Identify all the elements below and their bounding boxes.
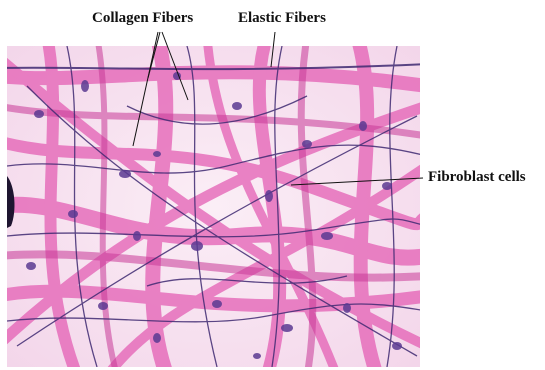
nucleus xyxy=(173,72,181,80)
nucleus xyxy=(153,333,161,343)
fibroblast-nuclei xyxy=(26,72,402,359)
nucleus xyxy=(153,151,161,157)
elastic-fiber xyxy=(26,85,418,357)
nucleus xyxy=(359,121,367,131)
nucleus xyxy=(81,80,89,92)
nucleus xyxy=(34,110,44,118)
nucleus xyxy=(212,300,222,308)
elastic-fiber xyxy=(7,303,420,323)
elastic-fiber xyxy=(271,46,283,367)
nucleus xyxy=(302,140,312,148)
nucleus xyxy=(119,170,131,178)
nucleus xyxy=(392,342,402,350)
elastic-fiber xyxy=(16,115,418,347)
debris-spot xyxy=(7,176,15,228)
nucleus xyxy=(98,302,108,310)
collagen-fiber xyxy=(42,46,81,367)
nucleus xyxy=(343,303,351,313)
nucleus xyxy=(265,190,273,202)
elastic-fiber xyxy=(66,46,98,367)
nucleus xyxy=(26,262,36,270)
nucleus xyxy=(281,324,293,332)
connective-tissue-micrograph xyxy=(7,46,420,367)
collagen-fiber xyxy=(7,57,420,349)
collagen-fiber xyxy=(203,46,339,367)
elastic-fiber xyxy=(146,275,348,287)
elastic-fiber xyxy=(186,46,218,367)
nucleus xyxy=(191,241,203,251)
collagen-fiber xyxy=(7,102,420,345)
elastic-fibers-label: Elastic Fibers xyxy=(238,10,326,26)
elastic-fibers xyxy=(7,46,420,367)
fibroblast-cells-label: Fibroblast cells xyxy=(428,169,526,185)
nucleus xyxy=(321,232,333,240)
collagen-fiber xyxy=(107,164,420,367)
elastic-fiber xyxy=(7,218,420,238)
nucleus xyxy=(133,231,141,241)
collagen-fiber xyxy=(352,46,382,367)
collagen-fibers-label: Collagen Fibers xyxy=(92,10,194,26)
nucleus xyxy=(253,353,261,359)
nucleus xyxy=(382,182,392,190)
nucleus xyxy=(232,102,242,110)
nucleus xyxy=(68,210,78,218)
elastic-fiber xyxy=(386,46,398,367)
